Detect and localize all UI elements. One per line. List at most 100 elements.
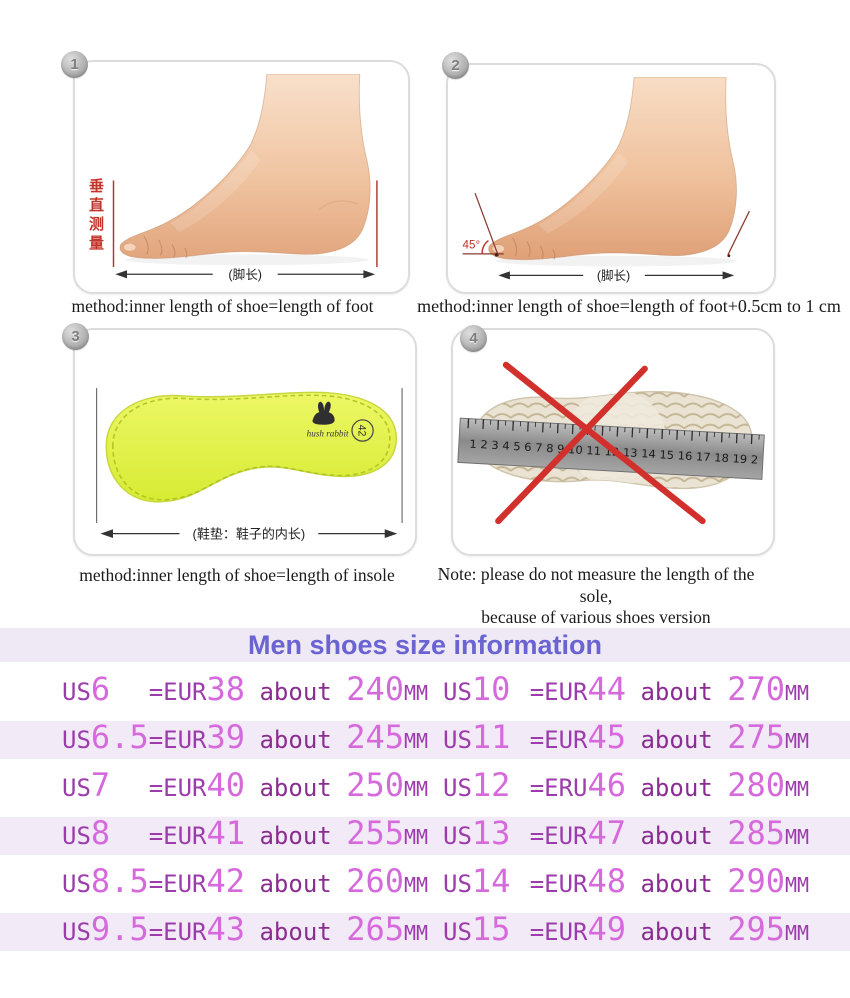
step-1-badge: 1 — [61, 51, 88, 78]
us-label: US — [62, 870, 91, 898]
about-label: about — [245, 774, 347, 802]
size-cell-right: US11 =EUR45 about 275MM — [443, 718, 809, 762]
size-cell-left: US6.5=EUR39 about 245MM — [62, 718, 443, 762]
eur-label: =EUR — [529, 870, 588, 898]
us-size: 11 — [471, 718, 530, 756]
panel-measure-insole: hush rabbit 42 (鞋垫：鞋子的内长) — [73, 328, 417, 556]
table-title: Men shoes size information — [247, 629, 603, 660]
size-cell-left: US9.5=EUR43 about 265MM — [62, 910, 443, 954]
about-label: about — [626, 822, 728, 850]
size-cell-left: US7 =EUR40 about 250MM — [62, 766, 443, 810]
eur-size: 44 — [587, 670, 627, 708]
insole-size-mark: 42 — [356, 425, 368, 437]
panel-3-caption: method:inner length of shoe=length of in… — [79, 565, 395, 585]
us-label: US — [443, 726, 472, 754]
mm-value: 275 — [727, 718, 785, 756]
step-4-badge: 4 — [460, 325, 487, 352]
eur-size: 49 — [587, 910, 627, 948]
us-size: 7 — [90, 766, 149, 804]
foot-length-label: (脚长) — [597, 268, 630, 283]
table-title-band: Men shoes size information — [0, 628, 850, 662]
eur-label: =EUR — [529, 678, 588, 706]
mm-unit: MM — [403, 873, 429, 897]
size-cell-left: US8.5=EUR42 about 260MM — [62, 862, 443, 906]
eur-size: 48 — [587, 862, 627, 900]
brand-label: hush rabbit — [307, 428, 349, 438]
us-size: 9.5 — [90, 910, 149, 948]
eur-size: 39 — [206, 718, 246, 756]
us-size: 14 — [471, 862, 530, 900]
us-size: 8 — [90, 814, 149, 852]
about-label: about — [245, 870, 347, 898]
panel-1-caption: method:inner length of shoe=length of fo… — [71, 296, 374, 316]
us-size: 15 — [471, 910, 530, 948]
insole-illustration: hush rabbit 42 (鞋垫：鞋子的内长) — [96, 388, 403, 541]
eur-size: 47 — [587, 814, 627, 852]
panel-2-caption: method:inner length of shoe=length of fo… — [417, 296, 841, 316]
us-size: 12 — [471, 766, 530, 804]
size-cell-right: US12 =ERU46 about 280MM — [443, 766, 809, 810]
eur-label: =EUR — [148, 822, 207, 850]
mm-value: 245 — [346, 718, 404, 756]
us-label: US — [62, 726, 91, 754]
about-label: about — [245, 726, 347, 754]
mm-unit: MM — [403, 729, 429, 753]
size-row: US6.5=EUR39 about 245MM US11 =EUR45 abou… — [0, 716, 850, 764]
eur-label: =EUR — [529, 822, 588, 850]
mm-unit: MM — [784, 681, 810, 705]
eur-label: =ERU — [529, 774, 588, 802]
size-row: US7 =EUR40 about 250MM US12 =ERU46 about… — [0, 764, 850, 812]
foot-45-illustration: 45° (脚长) — [462, 77, 750, 283]
rabbit-logo-icon: hush rabbit — [307, 401, 349, 438]
eur-label: =EUR — [148, 918, 207, 946]
size-table: Men shoes size information US6 =EUR38 ab… — [0, 628, 850, 956]
mm-unit: MM — [403, 777, 429, 801]
insole-length-label: (鞋垫：鞋子的内长) — [193, 526, 306, 541]
eur-label: =EUR — [148, 726, 207, 754]
size-row: US6 =EUR38 about 240MM US10 =EUR44 about… — [0, 668, 850, 716]
size-cell-right: US13 =EUR47 about 285MM — [443, 814, 809, 858]
size-cell-right: US10 =EUR44 about 270MM — [443, 670, 809, 714]
eur-label: =EUR — [148, 678, 207, 706]
mm-unit: MM — [403, 681, 429, 705]
about-label: about — [626, 774, 728, 802]
us-size: 6.5 — [90, 718, 149, 756]
us-label: US — [443, 918, 472, 946]
eur-size: 41 — [206, 814, 246, 852]
about-label: about — [626, 918, 728, 946]
size-rows: US6 =EUR38 about 240MM US10 =EUR44 about… — [0, 668, 850, 956]
red-cross-line — [502, 361, 706, 525]
sole-ruler-illustration: 1 2 3 4 5 6 7 8 9 10 11 12 13 14 15 16 1… — [457, 361, 765, 525]
mm-value: 240 — [346, 670, 404, 708]
us-label: US — [62, 678, 91, 706]
us-label: US — [443, 870, 472, 898]
mm-value: 295 — [727, 910, 785, 948]
step-3-badge: 3 — [62, 323, 89, 350]
red-cross-line — [495, 365, 648, 525]
note-line-1: Note: please do not measure the length o… — [437, 564, 755, 606]
us-label: US — [443, 678, 472, 706]
us-size: 8.5 — [90, 862, 149, 900]
us-label: US — [443, 822, 472, 850]
eur-size: 43 — [206, 910, 246, 948]
foot-illustration: (脚长) — [112, 74, 378, 282]
mm-unit: MM — [403, 825, 429, 849]
us-size: 6 — [90, 670, 149, 708]
mm-unit: MM — [403, 921, 429, 945]
panel-measure-foot: 垂直测量 (脚长) — [73, 60, 410, 294]
mm-value: 270 — [727, 670, 785, 708]
mm-value: 285 — [727, 814, 785, 852]
size-row: US9.5=EUR43 about 265MM US15 =EUR49 abou… — [0, 908, 850, 956]
mm-value: 260 — [346, 862, 404, 900]
size-cell-left: US6 =EUR38 about 240MM — [62, 670, 443, 714]
us-label: US — [62, 918, 91, 946]
about-label: about — [626, 726, 728, 754]
eur-size: 42 — [206, 862, 246, 900]
eur-size: 40 — [206, 766, 246, 804]
mm-value: 265 — [346, 910, 404, 948]
about-label: about — [245, 822, 347, 850]
about-label: about — [245, 918, 347, 946]
note-line-2: because of various shoes version — [481, 607, 711, 627]
size-cell-right: US14 =EUR48 about 290MM — [443, 862, 809, 906]
eur-label: =EUR — [148, 870, 207, 898]
